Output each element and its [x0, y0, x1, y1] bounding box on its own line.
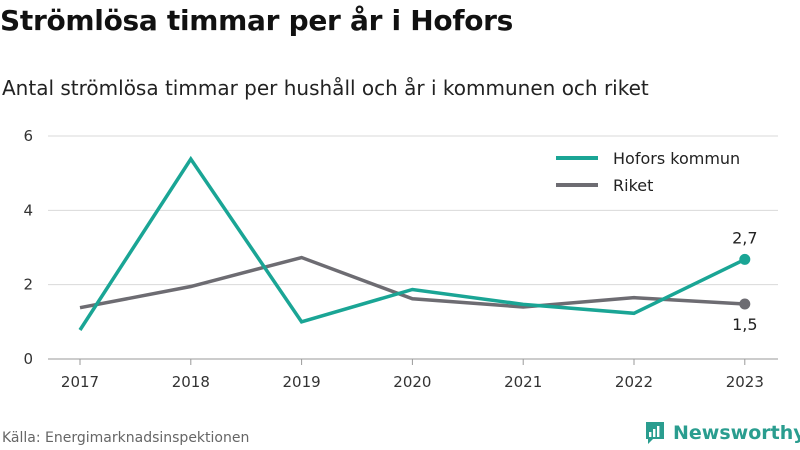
- brand-name: Newsworthy: [673, 422, 800, 444]
- x-tick-label: 2023: [726, 373, 764, 391]
- brand-logo[interactable]: Newsworthy: [644, 420, 800, 446]
- newsworthy-logo-icon: [646, 422, 664, 444]
- x-tick-label: 2018: [172, 373, 210, 391]
- series-line-riket: [79, 255, 745, 310]
- y-tick-label: 6: [23, 127, 33, 145]
- chart-subtitle: Antal strömlösa timmar per hushåll och å…: [2, 76, 649, 100]
- end-point-riket: [739, 298, 751, 310]
- x-tick-label: 2022: [615, 373, 653, 391]
- series-line-hofors: [78, 155, 746, 331]
- y-tick-label: 4: [23, 201, 33, 219]
- end-point-hofors: [739, 253, 751, 265]
- x-tick-label: 2017: [61, 373, 99, 391]
- data-label-riket: 1,5: [732, 315, 757, 334]
- y-tick-label: 0: [23, 350, 33, 368]
- x-tick-label: 2021: [504, 373, 542, 391]
- x-tick-label: 2019: [283, 373, 321, 391]
- legend-label: Riket: [613, 176, 653, 195]
- data-label-hofors: 2,7: [732, 228, 757, 247]
- legend-label: Hofors kommun: [613, 149, 740, 168]
- chart-title: Strömlösa timmar per år i Hofors: [0, 4, 514, 37]
- y-tick-label: 2: [23, 276, 33, 294]
- line-chart: 0 2 4 6 2017 2018 2019 2020 2021 2022 2023 2,7 1,5 H…: [23, 127, 778, 391]
- source-note: Källa: Energimarknadsinspektionen: [2, 430, 250, 446]
- x-tick-label: 2020: [393, 373, 431, 391]
